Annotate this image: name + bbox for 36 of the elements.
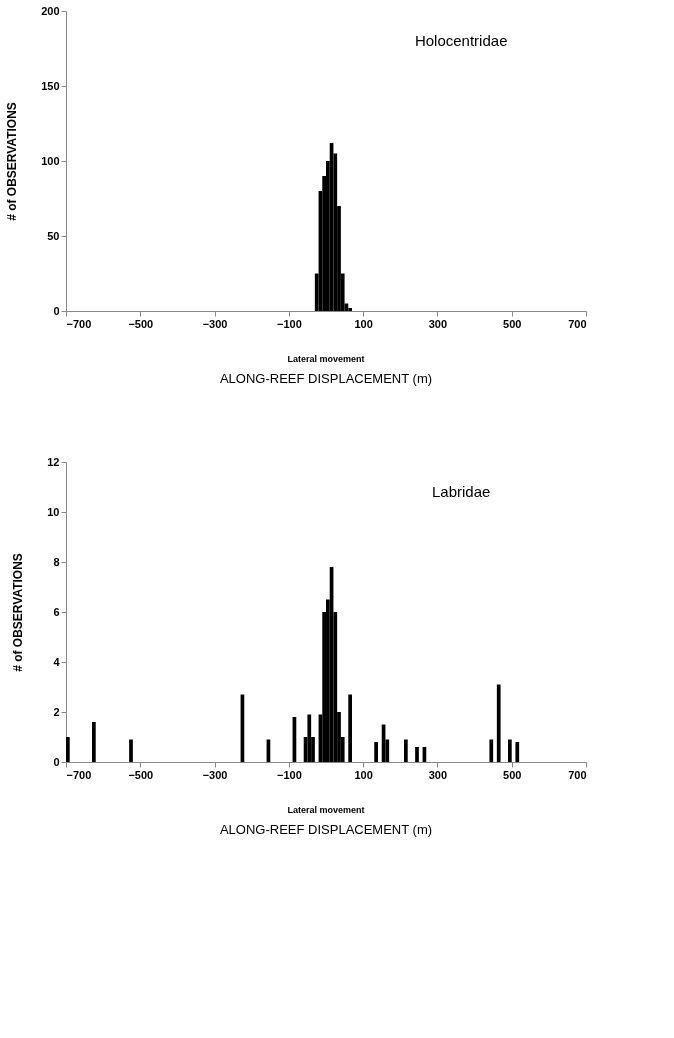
x-tick-label: 500 [503, 317, 522, 330]
x-tick-label: −500 [128, 768, 154, 781]
y-tick-label: 10 [47, 505, 60, 518]
text: Lateral movement [287, 805, 365, 815]
y-axis-title: # of OBSERVATIONS [5, 102, 20, 221]
x-tick-label: −700 [66, 317, 92, 330]
x-tick-label: −500 [128, 317, 154, 330]
x-tick-label: 500 [503, 768, 522, 781]
y-tick-label: 200 [41, 4, 60, 17]
y-tick-label: 50 [47, 229, 60, 242]
y-tick-label: 12 [47, 455, 60, 468]
y-tick-label: 8 [53, 555, 60, 568]
x-tick-label: −700 [66, 768, 92, 781]
x-axis-title: ALONG-REEF DISPLACEMENT (m) [219, 822, 433, 837]
x-tick-label: 100 [354, 768, 373, 781]
y-tick-label: 0 [53, 755, 60, 768]
y-tick-label: 0 [53, 304, 60, 317]
y-tick-label: 6 [53, 605, 60, 618]
y-tick-label: 150 [41, 79, 60, 92]
x-tick-label: −300 [202, 317, 228, 330]
x-tick-label: 100 [354, 317, 373, 330]
x-tick-label: −300 [202, 768, 228, 781]
y-tick-label: 100 [41, 154, 60, 167]
x-tick-label: 300 [428, 317, 448, 330]
x-tick-label: −100 [276, 317, 302, 330]
text: Lateral movement [287, 354, 365, 364]
x-axis-title: ALONG-REEF DISPLACEMENT (m) [219, 371, 433, 386]
text: Labridae [432, 483, 491, 500]
x-tick-label: −100 [276, 768, 302, 781]
y-tick-label: 2 [53, 705, 60, 718]
text: Holocentridae [414, 32, 508, 49]
y-tick-label: 4 [53, 655, 61, 668]
x-tick-label: 300 [428, 768, 448, 781]
y-axis-title: # of OBSERVATIONS [11, 553, 26, 672]
x-tick-label: 700 [568, 768, 587, 781]
x-tick-label: 700 [568, 317, 587, 330]
